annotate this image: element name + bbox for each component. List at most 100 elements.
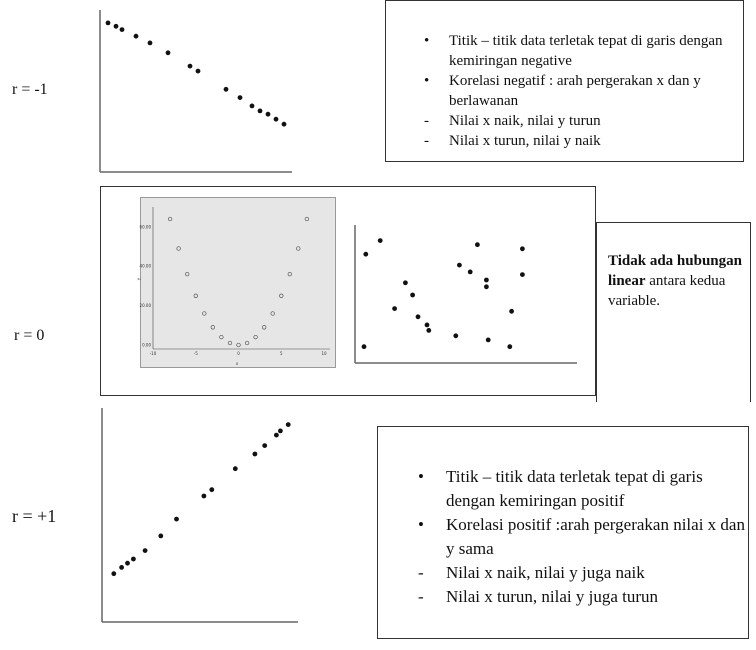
sub-text: Nilai x naik, nilai y juga naik (446, 563, 645, 582)
bullet-icon: • (418, 515, 424, 534)
x-tick-label: -10 (150, 351, 157, 356)
bullet-icon: • (418, 467, 424, 486)
r-label-zero: r = 0 (14, 327, 45, 344)
data-point-6 (174, 516, 179, 522)
data-point-6 (219, 334, 224, 340)
points (111, 422, 291, 577)
data-point-4 (202, 311, 207, 316)
data-point-11 (262, 443, 268, 448)
data-point-9 (237, 95, 243, 100)
data-point-9 (232, 466, 238, 472)
sub-text: Nilai x naik, nilai y turun (449, 113, 601, 129)
data-point-13 (279, 293, 284, 298)
data-point-2 (185, 271, 190, 277)
data-point-1 (377, 238, 383, 243)
data-point-0 (363, 251, 369, 257)
data-point-10 (252, 451, 258, 457)
data-point-19 (520, 246, 525, 252)
data-point-13 (278, 428, 283, 434)
y-tick-label: 40.00 (140, 264, 152, 269)
data-point-11 (257, 108, 263, 114)
note-text: Korelasi positif :arah pergerakan nilai … (446, 515, 745, 558)
data-point-3 (133, 33, 139, 39)
data-point-11 (467, 269, 473, 275)
data-point-3 (392, 306, 397, 311)
x-tick-label: 10 (321, 351, 327, 356)
data-point-0 (105, 20, 111, 26)
data-point-8 (426, 328, 432, 333)
data-point-7 (201, 493, 207, 499)
zero-correlation-notes: Tidak ada hubungan linear antara kedua v… (596, 222, 751, 402)
y-tick-label: 60.00 (140, 224, 152, 229)
data-point-7 (227, 340, 233, 346)
positive-correlation-notes: • Titik – titik data terletak tepat di g… (377, 426, 749, 639)
data-point-9 (453, 333, 459, 339)
sub-text: Nilai x turun, nilai y juga turun (446, 587, 658, 606)
data-point-4 (142, 548, 148, 553)
spss-chart-panel (140, 197, 336, 368)
data-point-8 (209, 487, 215, 493)
sub-text: Nilai x turun, nilai y naik (449, 133, 601, 149)
data-point-10 (457, 262, 462, 268)
data-point-4 (403, 280, 408, 286)
random-scatter (354, 225, 577, 364)
y-tick-label: 20.00 (140, 303, 152, 308)
data-point-12 (274, 432, 279, 438)
data-point-16 (304, 216, 310, 222)
data-point-14 (484, 284, 489, 290)
data-point-3 (131, 556, 136, 562)
r-label-positive: r = +1 (12, 506, 57, 526)
x-tick-label: 5 (280, 351, 283, 356)
data-point-1 (113, 23, 119, 29)
dash-icon: - (424, 113, 429, 129)
bullet-icon: • (424, 33, 430, 49)
data-point-11 (262, 325, 267, 330)
bullet-icon: • (424, 73, 430, 89)
note-item: • Korelasi positif :arah pergerakan nila… (418, 513, 748, 561)
x-tick-label: -5 (194, 351, 198, 356)
data-point-15 (485, 337, 491, 343)
sub-item: - Nilai x naik, nilai y juga naik (418, 561, 748, 585)
data-point-15 (296, 246, 301, 251)
data-point-1 (176, 246, 181, 251)
y-axis-label: Y (137, 277, 142, 281)
note-bold-text: Tidak ada hubungan linear (608, 253, 742, 289)
data-point-1 (119, 565, 124, 570)
tick-labels: -10 -5 0 5 10 0.00 20.00 40.00 60.00 (140, 224, 327, 356)
y-tick-label: 0.00 (142, 343, 151, 348)
dash-icon: - (418, 587, 424, 606)
points (361, 238, 525, 350)
data-point-13 (484, 277, 489, 283)
dash-icon: - (424, 133, 429, 149)
sub-item: - Nilai x turun, nilai y naik (424, 131, 743, 151)
data-point-6 (415, 314, 421, 320)
negative-correlation-scatter (99, 10, 292, 173)
data-point-7 (195, 68, 201, 74)
points (105, 20, 287, 127)
data-point-5 (410, 292, 415, 298)
data-point-8 (223, 86, 229, 92)
data-point-9 (244, 340, 250, 346)
note-text: Titik – titik data terletak tepat di gar… (449, 33, 723, 69)
data-point-7 (424, 322, 430, 328)
data-point-13 (273, 116, 279, 122)
note-text: antara kedua variable. (608, 273, 726, 309)
data-point-2 (125, 560, 130, 566)
data-point-5 (165, 50, 171, 56)
data-point-8 (236, 342, 241, 348)
x-tick-label: 0 (237, 351, 240, 356)
data-point-14 (287, 271, 292, 277)
data-point-5 (158, 533, 164, 539)
data-point-12 (475, 242, 480, 248)
data-point-18 (520, 272, 525, 277)
data-point-3 (193, 293, 198, 298)
data-point-2 (361, 344, 367, 350)
data-point-17 (509, 308, 514, 314)
note-item: • Korelasi negatif : arah pergerakan x d… (424, 71, 743, 111)
points (167, 216, 310, 348)
positive-correlation-scatter (101, 408, 298, 623)
data-point-14 (281, 121, 287, 127)
data-point-12 (265, 111, 271, 117)
quadratic-scatter: -10 -5 0 5 10 0.00 20.00 40.00 60.00 x Y (137, 207, 330, 366)
note-item: • Titik – titik data terletak tepat di g… (424, 31, 743, 71)
